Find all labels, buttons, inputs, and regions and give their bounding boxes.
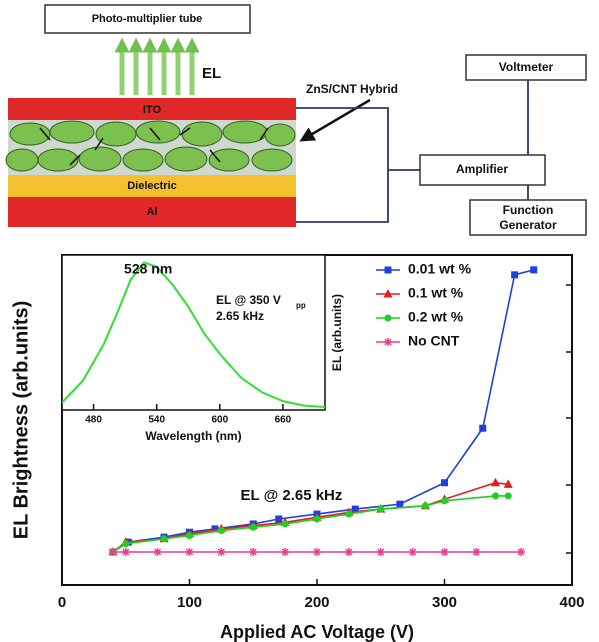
y-axis-label: EL Brightness (arb.units) [10,301,32,540]
marker [517,548,525,556]
legend-label: 0.01 wt % [408,261,472,277]
legend-marker [385,315,392,322]
legend-label: 0.2 wt % [408,309,464,325]
marker [479,425,486,432]
marker [122,548,130,556]
marker [441,548,449,556]
x-tick-label: 200 [304,594,329,611]
marker [377,506,384,513]
marker [422,502,429,509]
marker [161,535,168,542]
marker [314,516,321,523]
pmt-label: Photo-multiplier tube [92,13,203,25]
marker [217,548,225,556]
marker [345,511,352,518]
ito-label: ITO [143,104,162,116]
marker [409,548,417,556]
condition-subscript: pp [296,301,306,310]
marker [275,516,282,523]
marker [441,479,448,486]
marker [530,266,537,273]
marker [109,548,117,556]
marker [250,524,257,531]
amplifier-label: Amplifier [456,162,508,176]
emission-arrows [122,45,192,95]
condition-label: EL @ 350 V [216,293,281,307]
marker [505,492,512,499]
marker [511,271,518,278]
marker [441,497,448,504]
marker [396,501,403,508]
x-tick-label: 600 [211,415,228,426]
figure: Photo-multiplier tube EL ITO Dielectric … [0,0,599,642]
marker [122,540,129,547]
marker [472,548,480,556]
annotation: EL @ 2.65 kHz [241,487,343,504]
al-label: Al [147,206,158,218]
hybrid-arrow [302,100,370,140]
emission-label: EL [202,65,221,82]
dielectric-label: Dielectric [127,180,177,192]
x-tick-label: 540 [148,415,165,426]
marker [492,492,499,499]
device-schematic: Photo-multiplier tube EL ITO Dielectric … [6,5,586,235]
x-tick-label: 480 [85,415,102,426]
marker [377,548,385,556]
y-axis-label: EL (arb.units) [330,294,344,371]
x-tick-label: 0 [58,594,66,611]
legend-marker [385,267,392,274]
marker [154,548,162,556]
plot-frame [62,255,325,410]
condition-label: 2.65 kHz [216,309,264,323]
marker [282,520,289,527]
x-axis-label: Wavelength (nm) [145,429,241,443]
x-tick-label: 660 [275,415,292,426]
voltmeter-label: Voltmeter [499,60,554,74]
marker [281,548,289,556]
marker [313,548,321,556]
legend-marker [384,338,392,346]
x-tick-label: 300 [432,594,457,611]
x-tick-label: 400 [559,594,584,611]
x-axis-label: Applied AC Voltage (V) [220,622,414,642]
marker [218,527,225,534]
marker [249,548,257,556]
marker [186,532,193,539]
marker [186,548,194,556]
legend-label: No CNT [408,333,460,349]
marker [345,548,353,556]
peak-label: 528 nm [124,261,172,277]
x-tick-label: 100 [177,594,202,611]
generator-label: Function [503,203,554,217]
generator-label: Generator [499,218,557,232]
legend-label: 0.1 wt % [408,285,464,301]
hybrid-label: ZnS/CNT Hybrid [306,82,398,96]
